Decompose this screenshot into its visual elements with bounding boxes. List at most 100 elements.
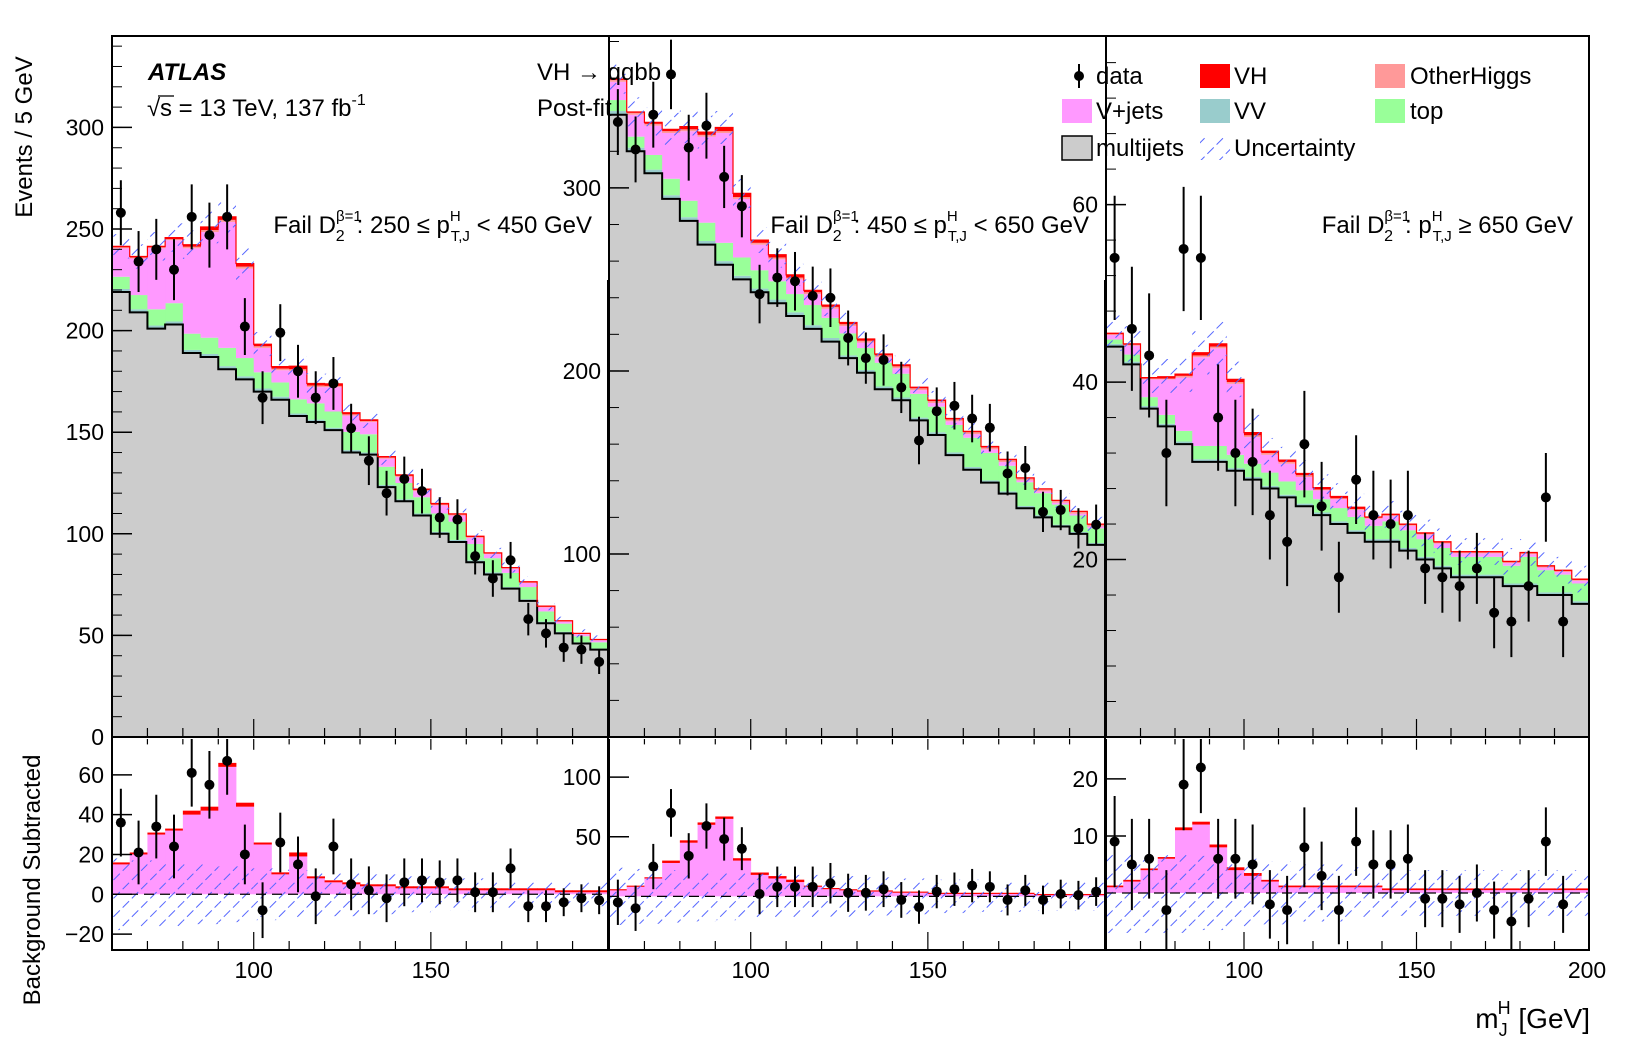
panel-1-data-point-16: [896, 382, 907, 393]
panel-1-bkgsub-point-13: [843, 887, 854, 898]
panel-0-ratio-tick-label-3: 40: [78, 802, 104, 828]
panel-0-top-bar-9: [271, 382, 290, 397]
panel-2-bkgsub-point-14: [1351, 836, 1362, 847]
panel-1-data-point-12: [825, 292, 836, 303]
panel-0-data-point-23: [523, 614, 534, 625]
panel-2-data-point-23: [1506, 616, 1517, 627]
panel-0-bkgsub-point-3: [169, 841, 179, 852]
panel-1-title-part-2: 2: [833, 228, 842, 245]
panel-1-main-stack: [609, 79, 1105, 737]
panel-0-multijets-bar-2: [147, 328, 166, 737]
panel-0-top-bar-24: [537, 611, 556, 622]
panel-0-bkgsub-point-8: [257, 905, 268, 916]
panel-2-bkgsub-point-24: [1523, 893, 1534, 904]
panel-0-bkgsub-vh-bar-7: [236, 802, 255, 807]
panel-1-multijets-bar-4: [679, 220, 698, 737]
panel-1-vjets-bar-5: [697, 136, 716, 223]
panel-2-bkgsub-point-8: [1247, 859, 1258, 870]
panel-2-multijets-bar-20: [1451, 577, 1469, 737]
panel-0-bkgsub-point-4: [186, 767, 197, 778]
panel-1-data-point-19: [949, 400, 960, 411]
panel-0-bkgsub-unc-4: [182, 864, 201, 925]
panel-1-multijets-bar-11: [803, 328, 822, 737]
panel-1-top-bar-4: [679, 200, 698, 218]
panel-1-multijets-bar-1: [626, 151, 645, 737]
panel-1-data-point-26: [1073, 523, 1084, 534]
panel-1-vv-bar-21: [981, 480, 1000, 483]
panel-0-title: Fail Dβ=1 2: 250 ≤ pH T,J < 450 GeV: [273, 208, 592, 245]
panel-2-vv-bar-27: [1571, 601, 1589, 604]
panel-1-multijets-bar-22: [998, 493, 1017, 737]
panel-0-bkgsub-unc-1: [129, 860, 148, 929]
panel-1-multijets-bar-14: [857, 372, 876, 737]
panel-1-unc-band-24: [1034, 481, 1052, 497]
panel-2-unc-band-27: [1571, 565, 1589, 593]
panel-1-ratio-stack: [609, 816, 1105, 925]
panel-0-ratio-tick-label-1: 0: [91, 881, 104, 907]
panel-2-title-part-6: ≥ 650 GeV: [1452, 212, 1573, 239]
panel-0-data-point-22: [505, 555, 516, 566]
legend-otherhiggs-swatch: [1375, 64, 1405, 88]
panel-0-data-point-2: [151, 244, 162, 255]
legend-vjets-label: V+jets: [1096, 98, 1163, 125]
panel-0-unc-band-3: [165, 223, 183, 252]
panel-1-multijets-bar-17: [910, 420, 929, 737]
panel-1-data-point-27: [1091, 519, 1102, 530]
panel-0-bkgsub-point-26: [576, 893, 587, 904]
panel-0-y-tick-label-1: 100: [66, 521, 104, 547]
panel-2-multijets-bar-1: [1123, 364, 1141, 737]
fit-status-label: Post-fit: [537, 95, 612, 122]
panel-1-top-bar-21: [981, 452, 1000, 481]
panel-0-bkgsub-unc-3: [165, 862, 183, 927]
panel-0-data-point-12: [328, 378, 339, 389]
panel-2-x-tick-label-0: 100: [1225, 957, 1263, 983]
panel-1-multijets-bar-13: [839, 358, 858, 737]
panel-1-multijets-bar-9: [768, 303, 787, 737]
panel-0-vv-bar-0: [112, 288, 131, 293]
panel-2-data-point-11: [1299, 439, 1310, 450]
panel-1-data-point-20: [967, 413, 978, 424]
panel-1-data-point-23: [1020, 462, 1031, 473]
panel-1-data-point-2: [648, 109, 659, 120]
legend-top: top: [1375, 98, 1443, 125]
panel-1-top-bar-19: [945, 424, 964, 453]
panel-1-multijets-bar-23: [1016, 508, 1035, 737]
panel-0-bkgsub-point-9: [275, 837, 286, 848]
panel-2-multijets-bar-3: [1157, 426, 1176, 737]
panel-0-bkgsub-point-23: [523, 901, 534, 912]
panel-0-bkgsub-vh-bar-4: [182, 810, 201, 815]
panel-0-multijets-bar-18: [430, 533, 449, 737]
panel-0-title-part-0: Fail D: [273, 212, 336, 239]
panel-1-data-point-7: [736, 201, 747, 212]
panel-0-multijets-bar-26: [572, 643, 591, 737]
panel-2-bkgsub-point-16: [1385, 859, 1396, 870]
panel-0-bkgsub-point-1: [133, 847, 144, 858]
legend-vjets-swatch: [1062, 99, 1092, 123]
panel-0-y-tick-label-4: 250: [66, 216, 104, 242]
panel-2-bkgsub-point-2: [1144, 853, 1155, 864]
panel-0-title-part-3: : 250 ≤ p: [357, 212, 450, 239]
panel-1-data-point-8: [754, 289, 765, 300]
panel-2-data-point-3: [1161, 448, 1172, 459]
panel-1-bkgsub-point-17: [914, 902, 924, 913]
panel-2-data-point-12: [1316, 501, 1327, 512]
panel-1-multijets-bar-7: [733, 279, 752, 737]
panel-2-vv-bar-13: [1330, 521, 1348, 525]
panel-1-top-bar-5: [697, 222, 716, 241]
panel-1-multijets-bar-12: [821, 341, 840, 737]
panel-1-data-point-10: [790, 276, 800, 287]
legend-vv-label: VV: [1234, 98, 1266, 125]
panel-0-data-point-27: [594, 656, 605, 667]
panel-1-unc-band-1: [626, 97, 645, 127]
panel-2-bkgsub-point-23: [1506, 916, 1517, 927]
panel-0-top-bar-5: [200, 337, 219, 354]
panel-2-bkgsub-vh-bar-5: [1192, 821, 1210, 825]
panel-0-unc-band-21: [484, 547, 502, 558]
panel-0-bkgsub-point-17: [417, 875, 427, 886]
panel-2-bkgsub-unc-4: [1175, 853, 1193, 933]
panel-0-data-point-19: [452, 514, 463, 525]
panel-0-bkgsub-unc-12: [324, 872, 343, 917]
panel-1-bkgsub-point-5: [701, 821, 712, 832]
panel-2-vv-bar-14: [1347, 530, 1366, 533]
panel-2-unc-band-5: [1192, 330, 1210, 375]
